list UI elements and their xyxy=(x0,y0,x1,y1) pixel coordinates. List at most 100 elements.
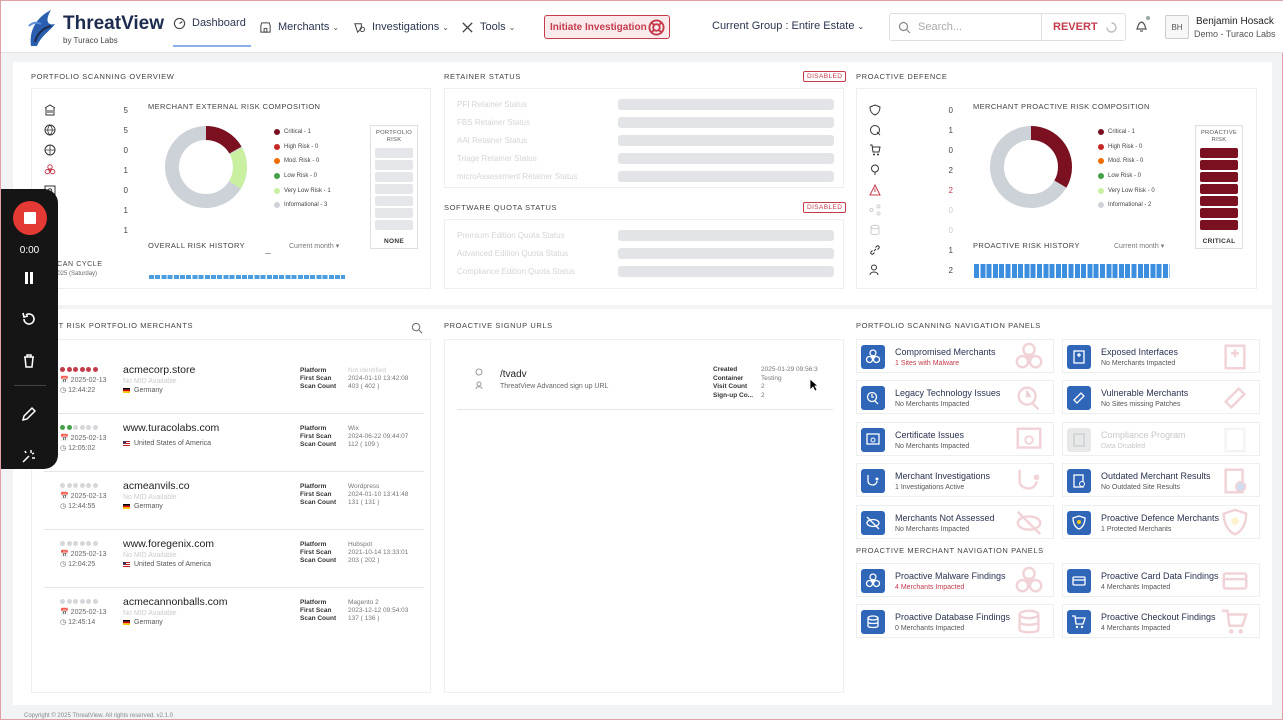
trash-icon[interactable] xyxy=(21,353,37,369)
first-scan-value: 2023-12-12 09:54:03 xyxy=(348,607,409,614)
nav-tools[interactable]: Tools ⌄ xyxy=(461,1,515,53)
donut-critical-slice[interactable] xyxy=(165,126,247,208)
nav-panel-proactive-database-findings[interactable]: Proactive Database Findings 0 Merchants I… xyxy=(856,604,1054,639)
legend-label: Low Risk - 0 xyxy=(284,173,318,180)
proactive-history-range-select[interactable]: Current month ▾ xyxy=(1114,243,1165,250)
nav-panel-outdated-merchant-results[interactable]: Outdated Merchant Results No Outdated Sit… xyxy=(1062,463,1260,498)
nav-investigations[interactable]: Investigations ⌄ xyxy=(353,1,449,53)
portfolio-risk-box[interactable]: PORTFOLIO RISK NONE xyxy=(370,125,418,249)
proactive-row-alerts[interactable]: 2 xyxy=(869,182,959,202)
nav-panel-proactive-card-data-findings[interactable]: Proactive Card Data Findings 4 Merchants … xyxy=(1062,563,1260,597)
legend-info[interactable]: Informational - 3 xyxy=(274,198,331,213)
legend-very-low[interactable]: Very Low Risk - 0 xyxy=(1098,183,1155,198)
signup-path[interactable]: /tvadv xyxy=(500,369,527,380)
nav-panel-compromised-merchants[interactable]: Compromised Merchants 1 Sites with Malwar… xyxy=(856,339,1054,373)
table-row[interactable]: 📅 2025-02-13 ◷ 12:05:02 www.turacolabs.c… xyxy=(44,414,424,472)
merchant-domain[interactable]: www.turacolabs.com xyxy=(123,422,220,434)
table-row[interactable]: 📅 2025-02-13 ◷ 12:45:14 acmecannonballs.… xyxy=(44,588,424,646)
nav-panel-certificate-issues[interactable]: Certificate Issues No Merchants Impacted xyxy=(856,421,1054,456)
overall-history-bars[interactable] xyxy=(149,275,345,279)
proactive-risk-donut[interactable] xyxy=(987,123,1075,211)
pause-icon[interactable] xyxy=(21,271,37,285)
legend-critical[interactable]: Critical - 1 xyxy=(274,125,331,140)
donut-critical-slice[interactable] xyxy=(990,126,1072,208)
group-selector[interactable]: Current Group : Entire Estate ⌄ xyxy=(712,20,864,32)
signup-url-row[interactable]: /tvadv ThreatView Advanced sign up URL C… xyxy=(457,354,833,410)
proactive-history-bars[interactable] xyxy=(974,264,1170,278)
search-input[interactable]: Search... xyxy=(889,13,1042,41)
count-row-merchants[interactable]: 5 xyxy=(44,102,134,122)
nav-panel-vulnerable-merchants[interactable]: Vulnerable Merchants No Sites missing Pat… xyxy=(1062,380,1260,415)
proactive-row-users[interactable]: 2 xyxy=(869,262,959,282)
proactive-row-protected[interactable]: 0 xyxy=(869,102,959,122)
merchants-list-title: ST RISK PORTFOLIO MERCHANTS xyxy=(53,321,194,330)
legend-low[interactable]: Low Risk - 0 xyxy=(274,169,331,184)
revert-button[interactable]: REVERT xyxy=(1042,13,1126,41)
merchant-domain[interactable]: www.foregenix.com xyxy=(123,538,215,550)
merchant-domain[interactable]: acmecorp.store xyxy=(123,364,196,376)
nav-panel-merchant-investigations[interactable]: Merchant Investigations 1 Investigations … xyxy=(856,463,1054,498)
nav-panel-proactive-defence-merchants[interactable]: Proactive Defence Merchants 1 Protected M… xyxy=(1062,504,1260,539)
nav-panel-proactive-malware-findings[interactable]: Proactive Malware Findings 4 Merchants Im… xyxy=(856,563,1054,597)
proactive-row-checkout[interactable]: 0 xyxy=(869,142,959,162)
legend-info[interactable]: Informational - 2 xyxy=(1098,198,1155,213)
effects-icon[interactable] xyxy=(21,448,37,464)
legend-moderate[interactable]: Mod. Risk - 0 xyxy=(274,154,331,169)
table-row[interactable]: 📅 2025-02-13 ◷ 12:44:55 acmeanvils.co No… xyxy=(44,472,424,530)
proactive-row-skimming[interactable]: 2 xyxy=(869,162,959,182)
legend-label: Low Risk - 0 xyxy=(1108,173,1142,180)
stop-recording-button[interactable] xyxy=(13,201,47,235)
nav-panel-subtitle: Data Disabled xyxy=(1101,442,1145,450)
nav-panel-title: Exposed Interfaces xyxy=(1101,347,1179,357)
count-value: 5 xyxy=(123,126,128,135)
merchant-domain[interactable]: acmeanvils.co xyxy=(123,480,190,492)
table-row[interactable]: 📅 2025-02-13 ◷ 12:44:22 acmecorp.store N… xyxy=(44,356,424,414)
merchant-mid: No MID Available xyxy=(123,610,177,617)
proactive-row-bugs[interactable]: 1 xyxy=(869,122,959,142)
nav-panel-subtitle: No Merchants Impacted xyxy=(895,525,970,533)
restart-icon[interactable] xyxy=(21,311,37,327)
nav-merchants[interactable]: Merchants ⌄ xyxy=(259,1,339,53)
nav-panel-legacy-technology-issues[interactable]: Legacy Technology Issues No Merchants Imp… xyxy=(856,380,1054,415)
nav-panel-merchants-not-assessed[interactable]: Merchants Not Assessed No Merchants Impac… xyxy=(856,504,1054,539)
avatar[interactable]: BH xyxy=(1165,15,1189,39)
count-row-websites[interactable]: 5 xyxy=(44,122,134,142)
app-logo[interactable]: ThreatView by Turaco Labs xyxy=(25,6,164,50)
search-icon[interactable] xyxy=(411,322,423,334)
proactive-row-links[interactable]: 1 xyxy=(869,242,959,262)
globe-icon xyxy=(44,144,56,156)
nav-panel-exposed-interfaces[interactable]: Exposed Interfaces No Merchants Impacted xyxy=(1062,339,1260,373)
signup-count-value: 2 xyxy=(761,391,765,399)
count-row-malware[interactable]: 1 xyxy=(44,162,134,182)
legend-low[interactable]: Low Risk - 0 xyxy=(1098,169,1155,184)
legend-high[interactable]: High Risk - 0 xyxy=(274,140,331,155)
user-name[interactable]: Benjamin Hosack xyxy=(1196,16,1274,27)
retainer-row: PFI Retainer Status xyxy=(445,98,845,112)
legend-critical[interactable]: Critical - 1 xyxy=(1098,125,1155,140)
pen-icon[interactable] xyxy=(21,406,37,422)
notifications-bell[interactable] xyxy=(1135,16,1150,38)
merchant-domain[interactable]: acmecannonballs.com xyxy=(123,596,228,608)
proactive-row-database[interactable]: 0 xyxy=(869,222,959,242)
legend-high[interactable]: High Risk - 0 xyxy=(1098,140,1155,155)
initiate-investigation-button[interactable]: Initiate Investigation xyxy=(544,15,670,39)
germany-flag-icon xyxy=(123,504,130,509)
count-row-domains[interactable]: 0 xyxy=(44,142,134,162)
nav-dashboard[interactable]: Dashboard xyxy=(173,1,251,47)
nav-panel-compliance-program[interactable]: Compliance Program Data Disabled xyxy=(1062,421,1260,456)
proactive-row-share[interactable]: 0 xyxy=(869,202,959,222)
donut-very-low-slice[interactable] xyxy=(165,126,247,208)
retainer-label: FBS Retainer Status xyxy=(457,118,530,127)
nav-panel-proactive-checkout-findings[interactable]: Proactive Checkout Findings 4 Merchants I… xyxy=(1062,604,1260,639)
history-range-select[interactable]: Current month ▾ xyxy=(289,243,340,250)
table-row[interactable]: 📅 2025-02-13 ◷ 12:04:25 www.foregenix.co… xyxy=(44,530,424,588)
merchant-mid: No MID Available xyxy=(123,378,177,385)
building-icon xyxy=(44,104,56,116)
legend-moderate[interactable]: Mod. Risk - 0 xyxy=(1098,154,1155,169)
legend-very-low[interactable]: Very Low Risk - 1 xyxy=(274,183,331,198)
link-icon xyxy=(870,245,880,255)
external-risk-donut[interactable] xyxy=(162,123,250,211)
proactive-risk-box[interactable]: PROACTIVE RISK CRITICAL xyxy=(1195,125,1243,249)
count-value: 1 xyxy=(123,206,128,215)
retainer-bar xyxy=(618,117,834,128)
